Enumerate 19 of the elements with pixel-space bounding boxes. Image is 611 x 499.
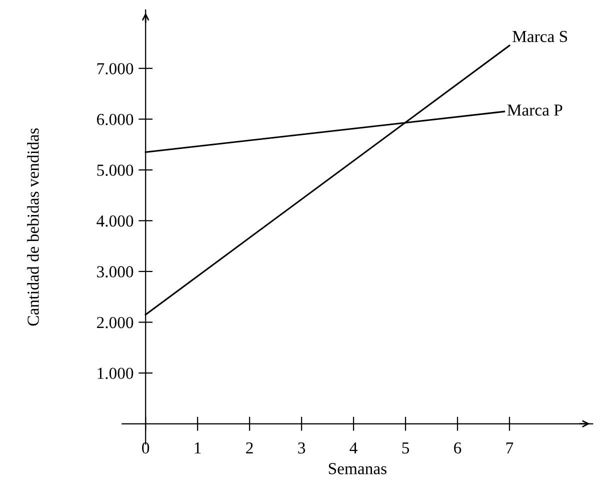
- x-tick-label: 0: [142, 442, 150, 454]
- y-tick-label: 5.000: [97, 164, 134, 176]
- x-tick-label: 1: [194, 442, 201, 454]
- x-tick-label: 2: [246, 442, 253, 454]
- series-label: Marca P: [507, 104, 562, 116]
- x-tick-label: 6: [454, 442, 462, 454]
- y-tick-label: 7.000: [97, 63, 134, 74]
- y-tick-label: 1.000: [98, 368, 134, 380]
- x-tick-label: 3: [298, 442, 306, 454]
- y-tick-label: 6.000: [97, 114, 134, 126]
- y-tick-label: 2.000: [97, 316, 134, 328]
- x-tick-label: 4: [350, 442, 358, 454]
- y-axis-title: Cantidad de bebidas vendidas: [27, 128, 39, 326]
- x-tick-label: 7: [506, 442, 514, 454]
- y-tick-label: 3.000: [97, 266, 134, 278]
- series-label: Marca S: [512, 30, 568, 42]
- x-axis-title: Semanas: [328, 463, 386, 474]
- y-tick-label: 4.000: [96, 215, 134, 227]
- x-tick-label: 5: [402, 442, 410, 454]
